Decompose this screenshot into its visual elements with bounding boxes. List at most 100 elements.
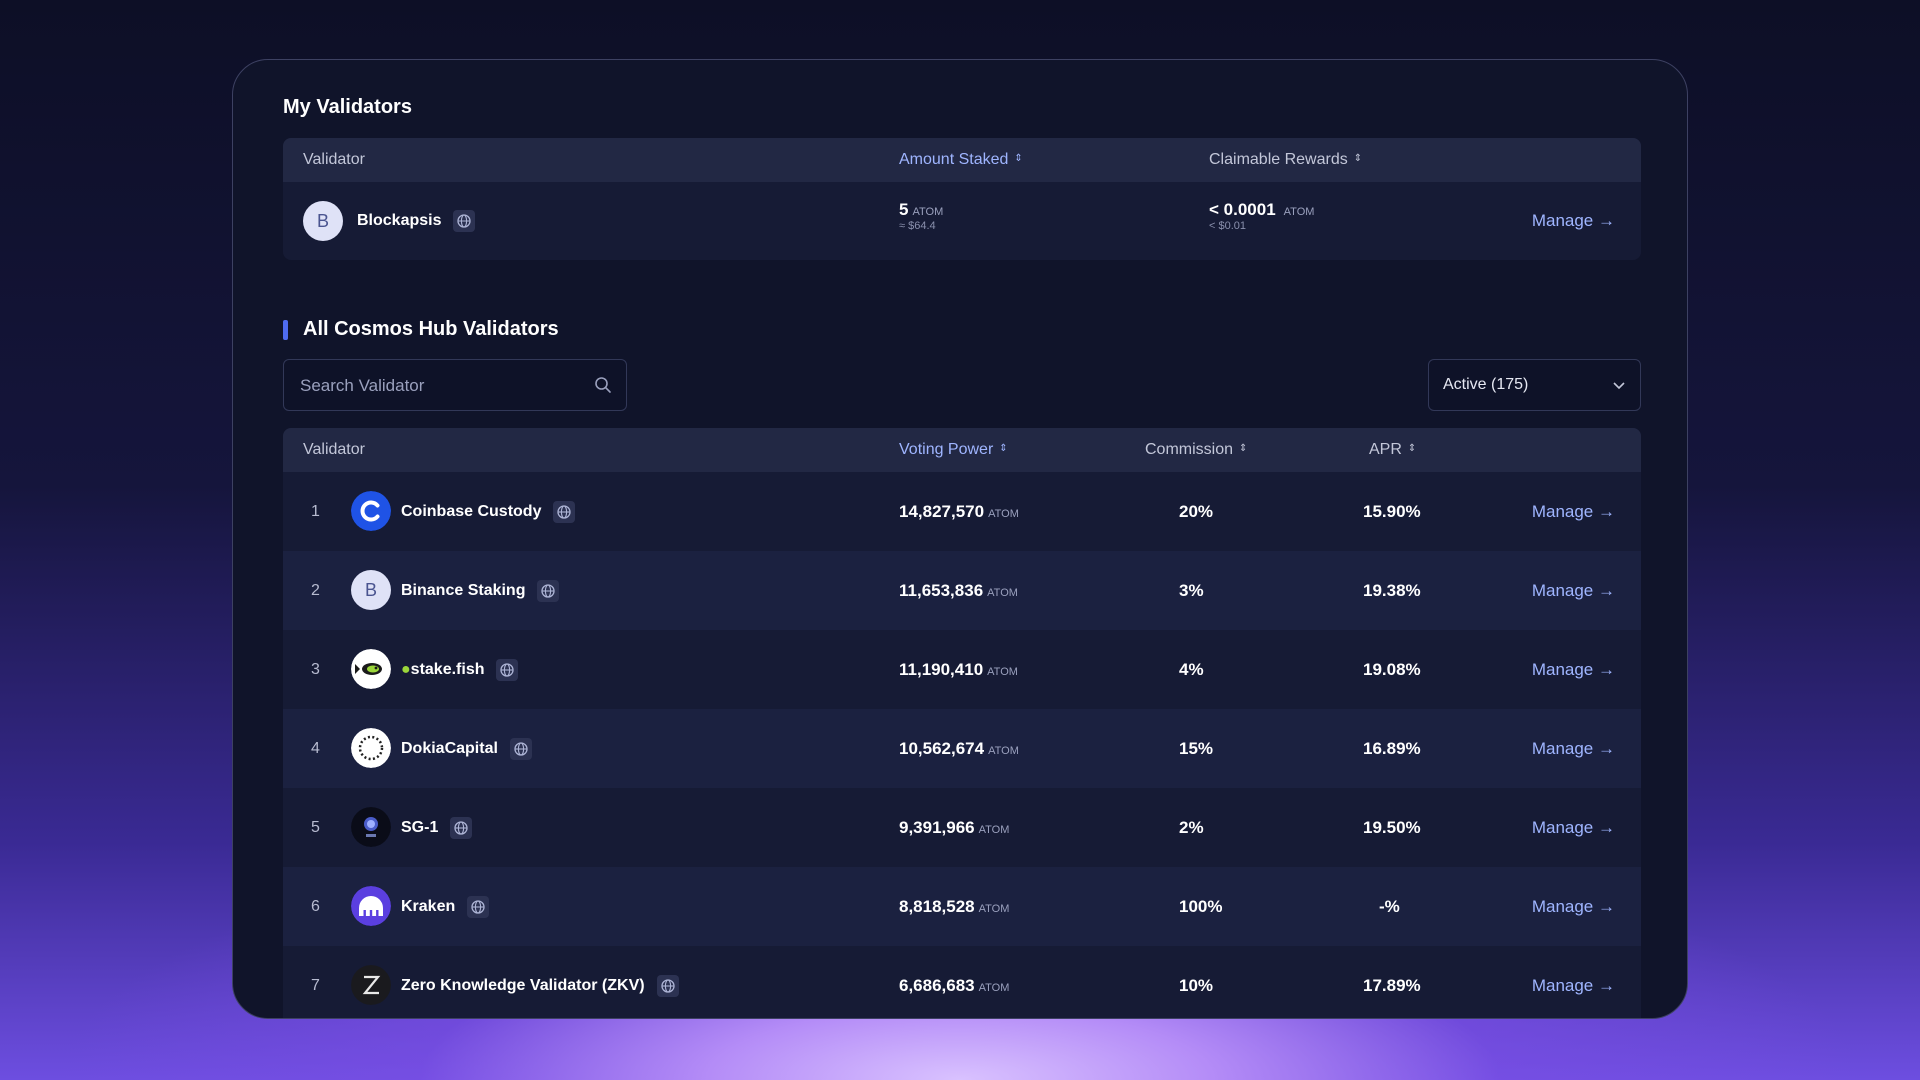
voting-power-value: 11,190,410 (899, 660, 984, 679)
commission: 15% (1179, 739, 1214, 758)
table-row[interactable]: 6 Kraken 8,818,528 ATOM 100% -% Manage → (283, 867, 1641, 946)
sort-icon[interactable]: ⇕ (1407, 442, 1417, 454)
validator-name-group: ●stake.fish (401, 630, 519, 709)
validator-name[interactable]: Coinbase Custody (401, 502, 542, 520)
header-apr[interactable]: APR ⇕ (1369, 428, 1416, 472)
validator-name[interactable]: SG-1 (401, 818, 439, 836)
sort-icon[interactable]: ⇕ (1353, 152, 1363, 164)
apr: 15.90% (1363, 502, 1421, 521)
voting-power: 6,686,683 ATOM (899, 946, 1009, 1018)
status-filter-value: Active (175) (1443, 376, 1529, 393)
commission: 3% (1179, 581, 1204, 600)
validator-name[interactable]: Blockapsis (357, 212, 442, 229)
all-validators-header: Validator Voting Power ⇕ Commission ⇕ APR ⇕ (283, 428, 1641, 472)
rank: 3 (311, 661, 320, 678)
validator-name[interactable]: DokiaCapital (401, 739, 498, 757)
table-row[interactable]: 3 ●stake.fish 11,190,410 ATOM 4% 19.08% M… (283, 630, 1641, 709)
voting-power: 14,827,570 ATOM (899, 472, 1019, 554)
rank: 6 (311, 898, 320, 915)
apr: 16.89% (1363, 739, 1421, 758)
coinbase-icon (351, 491, 391, 531)
globe-icon[interactable] (509, 737, 532, 760)
manage-link[interactable]: Manage → (1531, 739, 1615, 758)
header-apr-label: APR (1369, 441, 1402, 458)
section-accent-bar (283, 320, 288, 340)
status-filter-select[interactable]: Active (175) (1428, 359, 1641, 411)
sort-icon[interactable]: ⇕ (1239, 442, 1248, 454)
validators-card: My Validators Validator Amount Staked ⇕ C… (232, 59, 1688, 1019)
voting-power-value: 8,818,528 (899, 897, 975, 916)
globe-icon[interactable] (453, 210, 476, 232)
globe-icon[interactable] (450, 816, 473, 839)
header-claimable-rewards[interactable]: Claimable Rewards ⇕ (1209, 138, 1362, 182)
sort-icon[interactable]: ⇕ (1014, 152, 1023, 164)
sg1-icon (351, 807, 391, 847)
commission: 10% (1179, 976, 1214, 995)
manage-link[interactable]: Manage → (1531, 976, 1615, 995)
globe-icon[interactable] (496, 658, 519, 681)
validator-name-group: Kraken (401, 867, 490, 946)
manage-link[interactable]: Manage → (1531, 502, 1615, 521)
validator-name-group: Blockapsis (357, 182, 476, 260)
sort-icon[interactable]: ⇕ (999, 442, 1008, 454)
amount-unit: ATOM (912, 206, 944, 218)
zkv-icon (351, 965, 391, 1005)
search-icon[interactable] (594, 376, 612, 394)
apr: 19.50% (1363, 818, 1421, 837)
commission: 100% (1179, 897, 1223, 916)
validator-name[interactable]: Binance Staking (401, 581, 526, 599)
voting-power-value: 11,653,836 (899, 581, 984, 600)
amount-usd: ≈ $64.4 (899, 220, 936, 232)
table-row[interactable]: 4 DokiaCapital 10,562,674 ATOM 15% 16.89%… (283, 709, 1641, 788)
voting-power-value: 10,562,674 (899, 739, 985, 758)
header-commission[interactable]: Commission ⇕ (1145, 428, 1247, 472)
globe-icon[interactable] (656, 974, 679, 997)
rank: 7 (311, 977, 320, 994)
validator-name-group: SG-1 (401, 788, 473, 867)
apr: 19.08% (1363, 660, 1421, 679)
search-box[interactable] (283, 359, 627, 412)
manage-link[interactable]: Manage → (1531, 818, 1615, 837)
manage-link[interactable]: Manage → (1531, 211, 1615, 230)
globe-icon[interactable] (467, 895, 490, 918)
validator-name[interactable]: ●stake.fish (401, 661, 484, 679)
manage-link[interactable]: Manage → (1531, 660, 1615, 679)
validator-name-group: Coinbase Custody (401, 472, 576, 551)
voting-power: 8,818,528 ATOM (899, 867, 1009, 949)
commission: 2% (1179, 818, 1204, 837)
voting-power-unit: ATOM (987, 587, 1018, 599)
manage-link[interactable]: Manage → (1531, 581, 1615, 600)
voting-power-value: 14,827,570 (899, 502, 985, 521)
claimable-rewards: < 0.0001 ATOM < $0.01 (1209, 200, 1314, 232)
fish-icon (351, 649, 391, 689)
header-validator: Validator (303, 441, 365, 458)
dokia-icon (351, 728, 391, 768)
validator-name-group: Zero Knowledge Validator (ZKV) (401, 946, 679, 1018)
table-row[interactable]: 1 Coinbase Custody 14,827,570 ATOM 20% 15… (283, 472, 1641, 551)
validator-name[interactable]: Kraken (401, 897, 456, 915)
apr: -% (1379, 897, 1400, 916)
commission: 4% (1179, 660, 1204, 679)
header-voting-power[interactable]: Voting Power ⇕ (899, 428, 1008, 472)
header-amount-staked-label: Amount Staked (899, 151, 1009, 168)
table-row[interactable]: 7 Zero Knowledge Validator (ZKV) 6,686,6… (283, 946, 1641, 1018)
voting-power: 9,391,966 ATOM (899, 788, 1009, 870)
header-amount-staked[interactable]: Amount Staked ⇕ (899, 138, 1023, 182)
voting-power: 11,653,836 ATOM (899, 551, 1018, 633)
header-commission-label: Commission (1145, 441, 1234, 458)
small-fish-icon: ● (401, 660, 411, 678)
globe-icon[interactable] (537, 579, 560, 602)
manage-link[interactable]: Manage → (1531, 897, 1615, 916)
table-row[interactable]: 5 SG-1 9,391,966 ATOM 2% 19.50% Manage → (283, 788, 1641, 867)
voting-power: 11,190,410 ATOM (899, 630, 1018, 712)
search-input[interactable] (298, 360, 582, 412)
amount-staked: 5 ATOM ≈ $64.4 (899, 200, 943, 232)
rewards-usd: < $0.01 (1209, 220, 1247, 232)
voting-power-value: 9,391,966 (899, 818, 975, 837)
globe-icon[interactable] (553, 500, 576, 523)
table-row[interactable]: 2 B Binance Staking 11,653,836 ATOM 3% 19… (283, 551, 1641, 630)
rewards-value: < 0.0001 (1209, 200, 1276, 219)
chevron-down-icon (1613, 382, 1625, 390)
header-voting-power-label: Voting Power (899, 441, 994, 458)
validator-name[interactable]: Zero Knowledge Validator (ZKV) (401, 976, 645, 994)
